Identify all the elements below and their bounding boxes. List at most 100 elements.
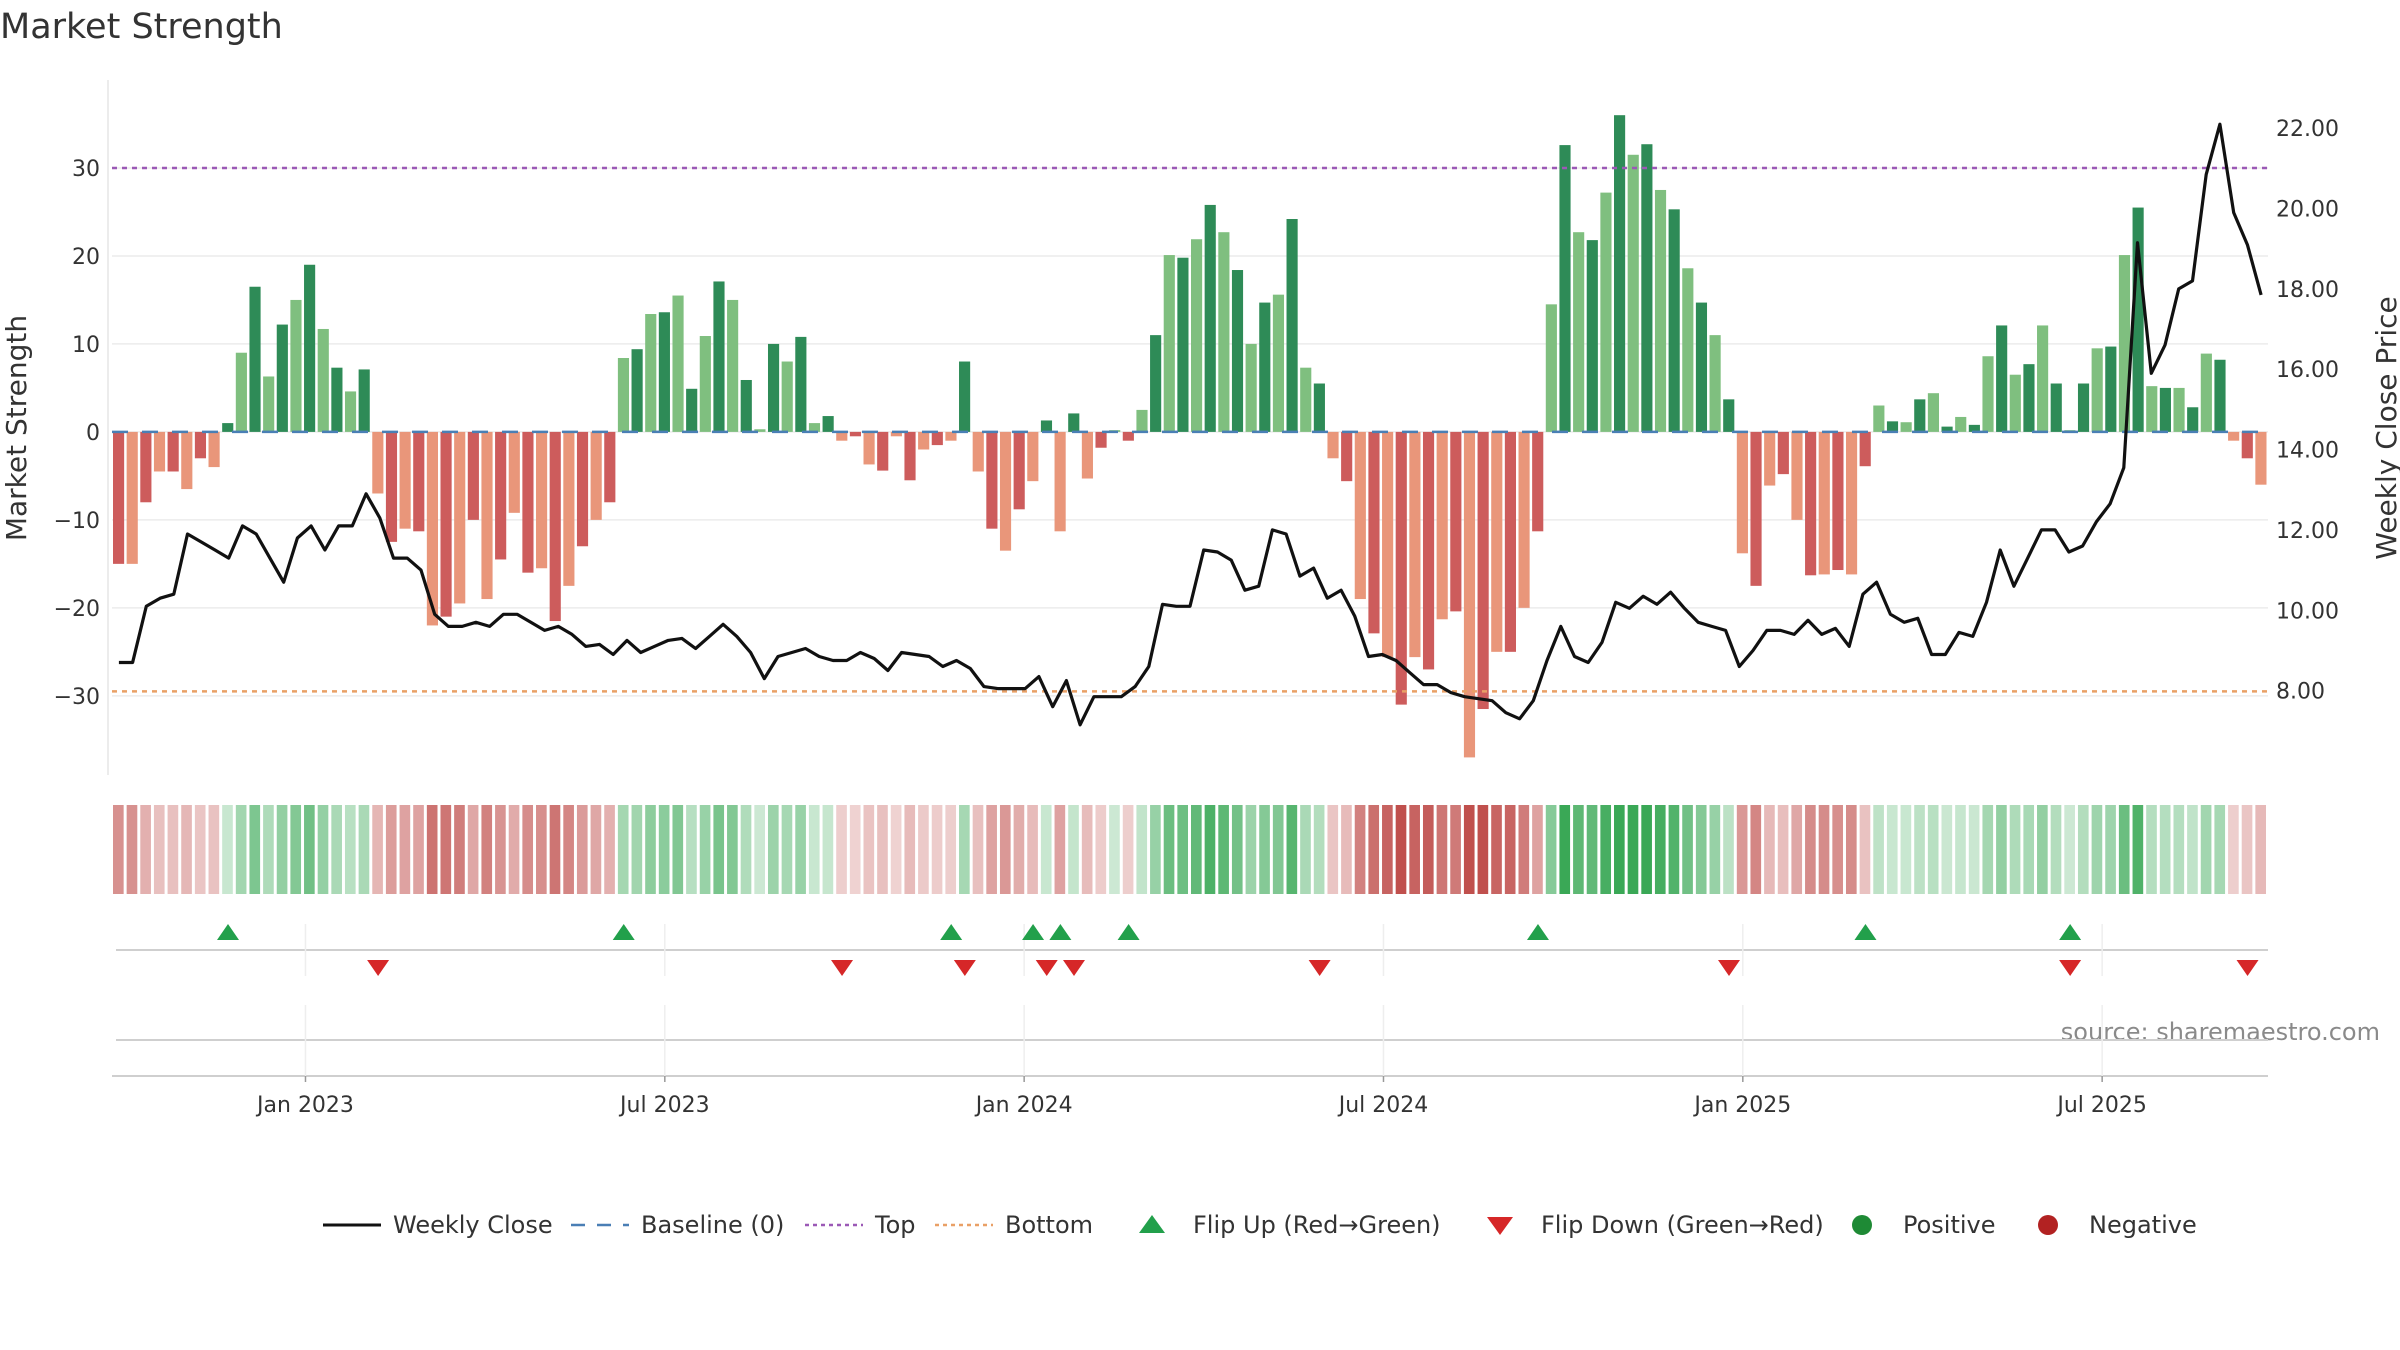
heat-cell bbox=[495, 805, 506, 894]
strength-bar bbox=[1968, 424, 1980, 432]
heat-cell bbox=[658, 805, 670, 894]
strength-bar bbox=[672, 295, 684, 432]
strength-bar bbox=[1955, 416, 1967, 432]
strength-bar bbox=[1818, 431, 1830, 575]
right-tick-label: 20.00 bbox=[2276, 198, 2339, 223]
strength-bar bbox=[1927, 393, 1940, 432]
heat-cell bbox=[1791, 805, 1803, 894]
strength-bar bbox=[2214, 359, 2226, 432]
strength-bar bbox=[2077, 383, 2090, 432]
heat-cell bbox=[2159, 805, 2171, 894]
heat-cell bbox=[1150, 805, 1161, 894]
right-tick-label: 8.00 bbox=[2276, 680, 2325, 705]
strength-bar bbox=[1736, 431, 1748, 554]
strength-bar bbox=[1231, 270, 1244, 432]
flip-up-marker bbox=[612, 924, 635, 940]
flip-up-marker bbox=[1022, 924, 1045, 940]
heat-cell bbox=[1109, 805, 1120, 894]
heat-cell bbox=[754, 805, 765, 894]
heat-cell bbox=[1709, 805, 1721, 894]
heat-cell bbox=[1286, 805, 1298, 894]
heat-cell bbox=[304, 805, 315, 894]
left-tick-label: 0 bbox=[86, 421, 100, 446]
strength-bar bbox=[1791, 431, 1803, 520]
heat-cell bbox=[290, 805, 302, 894]
heat-cell bbox=[1191, 805, 1202, 894]
heat-cell bbox=[167, 805, 179, 894]
right-tick-label: 10.00 bbox=[2276, 599, 2339, 624]
heat-cell bbox=[276, 805, 288, 894]
close-price-line-group bbox=[118, 122, 2263, 727]
strength-bar bbox=[372, 431, 384, 494]
heat-cell bbox=[1641, 805, 1652, 894]
heat-cell bbox=[385, 805, 397, 894]
heat-cell bbox=[2132, 805, 2144, 894]
heat-cell bbox=[822, 805, 834, 894]
right-tick-label: 22.00 bbox=[2276, 117, 2339, 142]
strength-bar bbox=[167, 431, 179, 472]
strength-bar bbox=[385, 431, 398, 542]
strength-bar bbox=[1259, 302, 1271, 432]
strength-bar bbox=[440, 431, 452, 617]
strength-bar bbox=[1695, 302, 1708, 432]
strength-bar bbox=[836, 431, 848, 441]
strength-bar bbox=[890, 431, 902, 437]
heat-cell bbox=[2091, 805, 2103, 894]
strength-bar bbox=[290, 299, 302, 432]
strength-bar bbox=[1900, 422, 1912, 432]
heat-cell bbox=[1245, 805, 1257, 894]
strength-bar bbox=[1422, 431, 1435, 670]
strength-bar bbox=[426, 431, 438, 626]
heat-cell bbox=[727, 805, 738, 894]
strength-bar bbox=[399, 431, 411, 529]
heat-cell bbox=[2228, 805, 2239, 894]
heat-cell bbox=[2023, 805, 2035, 894]
strength-bar bbox=[1873, 405, 1885, 432]
heat-cell bbox=[1463, 805, 1475, 894]
heat-cell bbox=[249, 805, 261, 894]
heat-cell bbox=[1231, 805, 1243, 894]
heat-cell bbox=[181, 805, 192, 894]
legend-label: Bottom bbox=[1005, 1211, 1093, 1239]
legend-label: Flip Down (Green→Red) bbox=[1541, 1211, 1824, 1239]
strength-bar bbox=[604, 431, 616, 503]
strength-bar bbox=[617, 358, 630, 432]
heat-cell bbox=[1955, 805, 1966, 894]
strength-bar bbox=[1614, 115, 1626, 432]
strength-bar bbox=[413, 431, 425, 532]
strength-bar bbox=[344, 391, 357, 432]
heat-cell bbox=[781, 805, 793, 894]
strength-bar bbox=[1081, 431, 1093, 479]
strength-bar bbox=[1450, 431, 1462, 612]
heat-cell bbox=[1122, 805, 1134, 894]
heat-cell bbox=[1409, 805, 1420, 894]
strength-bar bbox=[877, 431, 889, 471]
strength-bar bbox=[822, 416, 834, 432]
heat-cell bbox=[1845, 805, 1857, 894]
flip-down-marker bbox=[953, 960, 976, 976]
heat-cell bbox=[604, 805, 615, 894]
strength-bar bbox=[222, 423, 234, 432]
flip-down-marker bbox=[831, 960, 854, 976]
legend-label: Flip Up (Red→Green) bbox=[1193, 1211, 1441, 1239]
heat-cell bbox=[1614, 805, 1625, 894]
heat-cell bbox=[686, 805, 697, 894]
heat-cell bbox=[113, 805, 124, 894]
heat-cell bbox=[1627, 805, 1639, 894]
heat-cell bbox=[617, 805, 629, 894]
heat-cell bbox=[1941, 805, 1953, 894]
strength-bar bbox=[781, 361, 793, 432]
strength-bar bbox=[1463, 431, 1476, 758]
heat-cell bbox=[1914, 805, 1925, 894]
heat-cell bbox=[454, 805, 465, 894]
heat-cell bbox=[1982, 805, 1994, 894]
right-axis-title: Weekly Close Price bbox=[2370, 296, 2400, 559]
strength-bar bbox=[1859, 431, 1871, 467]
heat-cell bbox=[1559, 805, 1571, 894]
heat-cell bbox=[836, 805, 847, 894]
heat-cell bbox=[1218, 805, 1229, 894]
strength-bar bbox=[1886, 421, 1899, 432]
heat-cell bbox=[2187, 805, 2198, 894]
heat-cell bbox=[959, 805, 970, 894]
heat-cell bbox=[918, 805, 929, 894]
